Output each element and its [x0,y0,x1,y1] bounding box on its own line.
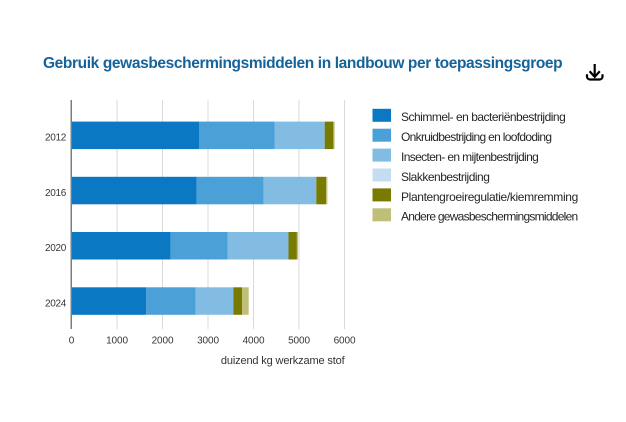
svg-text:2016: 2016 [45,188,67,199]
svg-text:Plantengroeiregulatie/kiemremm: Plantengroeiregulatie/kiemremming [401,190,578,204]
svg-text:duizend kg werkzame stof: duizend kg werkzame stof [221,355,346,367]
svg-text:2000: 2000 [152,336,174,347]
svg-text:2024: 2024 [45,298,67,309]
svg-text:2012: 2012 [45,133,67,144]
svg-text:6000: 6000 [334,336,356,347]
svg-text:Onkruidbestrijding en loofdodi: Onkruidbestrijding en loofdoding [401,130,551,144]
svg-text:2020: 2020 [45,243,67,254]
svg-text:4000: 4000 [243,336,265,347]
svg-text:Insecten- en mijtenbestrijding: Insecten- en mijtenbestrijding [401,150,538,164]
svg-text:Andere gewasbeschermingsmiddel: Andere gewasbeschermingsmiddelen [401,210,578,224]
svg-text:Gebruik gewasbeschermingsmidde: Gebruik gewasbeschermingsmiddelen in lan… [43,55,562,72]
svg-text:3000: 3000 [197,336,219,347]
svg-text:5000: 5000 [288,336,310,347]
svg-text:Schimmel- en bacteriënbestrijd: Schimmel- en bacteriënbestrijding [401,110,565,124]
svg-text:1000: 1000 [106,336,128,347]
svg-text:Slakkenbestrijding: Slakkenbestrijding [401,170,489,184]
svg-text:0: 0 [69,336,75,347]
